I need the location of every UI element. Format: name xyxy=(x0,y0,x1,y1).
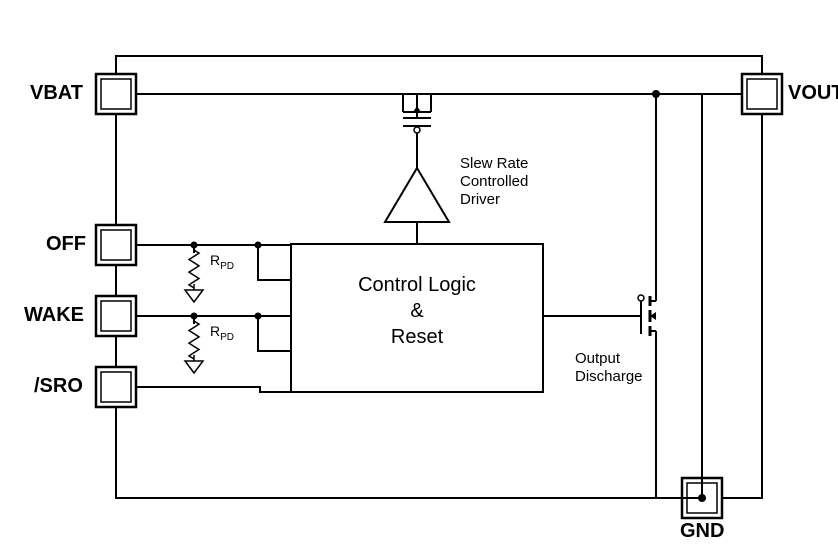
control-block-line1: Control Logic xyxy=(291,274,543,297)
control-block-line3: Reset xyxy=(291,326,543,349)
rpd2-sub: PD xyxy=(220,332,234,343)
discharge-label-1: Output xyxy=(575,350,620,367)
pin-label-sro: /SRO xyxy=(34,375,83,398)
pin-label-vbat: VBAT xyxy=(30,82,83,105)
control-block-line2: & xyxy=(291,300,543,323)
rpd1-R: R xyxy=(210,252,220,268)
driver-label-1: Slew Rate xyxy=(460,155,528,172)
rpd2-label: RPD xyxy=(210,323,234,343)
driver-label-2: Controlled xyxy=(460,173,528,190)
rpd1-label: RPD xyxy=(210,252,234,272)
pin-label-wake: WAKE xyxy=(24,304,84,327)
pin-label-gnd: GND xyxy=(680,520,724,543)
diagram-canvas: { "type": "block-diagram", "canvas": { "… xyxy=(0,0,838,547)
driver-label-3: Driver xyxy=(460,191,500,208)
rpd2-R: R xyxy=(210,323,220,339)
rpd1-sub: PD xyxy=(220,261,234,272)
pin-label-off: OFF xyxy=(46,233,86,256)
discharge-label-2: Discharge xyxy=(575,368,643,385)
pin-label-vout: VOUT xyxy=(788,82,838,105)
